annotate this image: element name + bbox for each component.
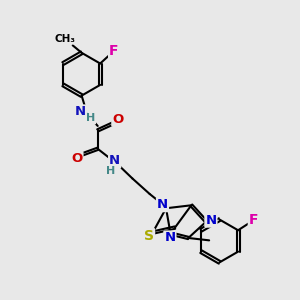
Text: N: N xyxy=(109,154,120,167)
Text: S: S xyxy=(144,229,154,243)
Text: O: O xyxy=(112,112,124,126)
Text: N: N xyxy=(157,198,168,211)
Text: F: F xyxy=(249,213,258,227)
Text: CH₃: CH₃ xyxy=(55,34,76,44)
Text: F: F xyxy=(109,44,119,58)
Text: H: H xyxy=(106,166,115,176)
Text: N: N xyxy=(206,214,217,226)
Text: O: O xyxy=(71,152,82,165)
Text: N: N xyxy=(75,106,86,118)
Text: H: H xyxy=(86,113,95,124)
Text: N: N xyxy=(164,232,175,244)
